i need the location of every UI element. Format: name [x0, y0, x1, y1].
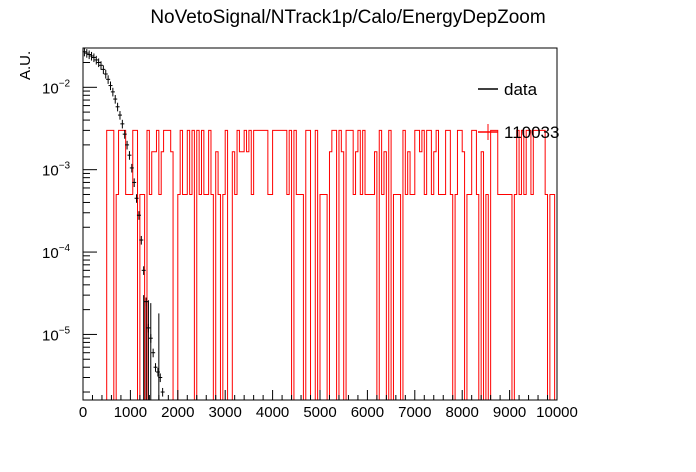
- legend-label-data: data: [504, 80, 538, 99]
- x-tick-label: 2000: [161, 404, 194, 421]
- x-tick-label: 5000: [303, 404, 336, 421]
- series-110033-line: [83, 129, 557, 401]
- x-tick-label: 9000: [493, 404, 526, 421]
- chart-title: NoVetoSignal/NTrack1p/Calo/EnergyDepZoom: [150, 7, 545, 28]
- y-tick-label: 10−3: [42, 161, 71, 180]
- x-tick-label: 1000: [114, 404, 147, 421]
- series-110033: [83, 129, 557, 401]
- y-tick-label: 10−4: [42, 243, 71, 262]
- y-tick-label: 10−2: [42, 78, 71, 97]
- y-tick-label: 10−5: [42, 325, 71, 344]
- x-tick-label: 6000: [351, 404, 384, 421]
- x-axis: 0 1000 2000 3000 4000 5000 6000 7000 8000 9000 100…: [79, 390, 578, 421]
- x-tick-label: 8000: [446, 404, 479, 421]
- series-data: [82, 47, 165, 400]
- legend-label-110033: 110033: [504, 123, 559, 142]
- legend: data 110033: [478, 80, 559, 142]
- x-tick-label: 4000: [256, 404, 289, 421]
- x-tick-label: 10000: [536, 404, 578, 421]
- x-tick-label: 0: [79, 404, 87, 421]
- y-axis-label: A.U.: [17, 51, 34, 80]
- x-tick-label: 7000: [398, 404, 431, 421]
- y-axis: 10−2 10−3 10−4 10−5: [42, 47, 97, 393]
- x-tick-label: 3000: [209, 404, 242, 421]
